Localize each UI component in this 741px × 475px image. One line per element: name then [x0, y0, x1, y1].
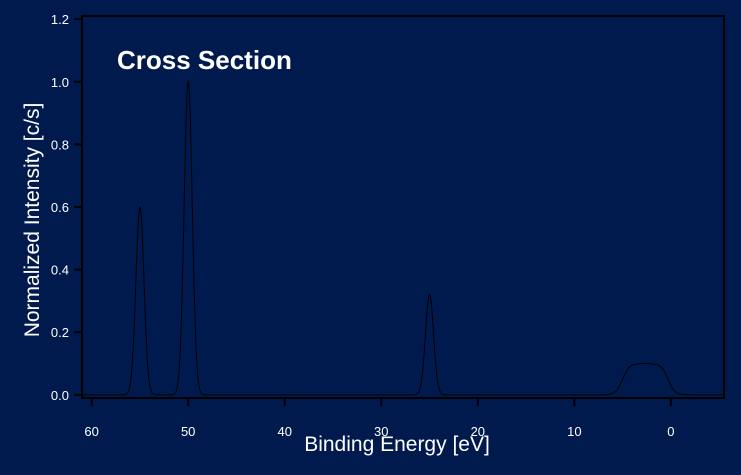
- x-tick-label: 10: [567, 424, 581, 439]
- x-tick-label: 60: [84, 424, 98, 439]
- x-tick-label: 50: [181, 424, 195, 439]
- x-tick-label: 20: [471, 424, 485, 439]
- x-tick-label: 0: [667, 424, 674, 439]
- y-tick-label: 0.6: [51, 200, 69, 215]
- y-tick-label: 0.8: [51, 137, 69, 152]
- y-tick-labels: 0.0 0.2 0.4 0.6 0.8 1.0 1.2: [51, 12, 69, 403]
- plot-frame: [81, 15, 725, 399]
- x-tick-label: 40: [278, 424, 292, 439]
- x-axis-label: Binding Energy [eV]: [304, 433, 490, 456]
- series-layer: [82, 79, 724, 396]
- y-tick-label: 0.4: [51, 263, 69, 278]
- x-tick-label: 30: [374, 424, 388, 439]
- y-axis-label: Normalized Intensity [c/s]: [21, 103, 44, 338]
- y-tick-label: 0.2: [51, 325, 69, 340]
- x-tick-labels: 60 50 40 30 20 10 0: [84, 424, 674, 439]
- y-tick-label: 0.0: [51, 388, 69, 403]
- y-tick-label: 1.0: [51, 75, 69, 90]
- y-tick-label: 1.2: [51, 12, 69, 27]
- chart-annotation: Cross Section: [117, 45, 292, 75]
- spectrum-line: [82, 79, 724, 396]
- axis-ticks: [74, 18, 672, 406]
